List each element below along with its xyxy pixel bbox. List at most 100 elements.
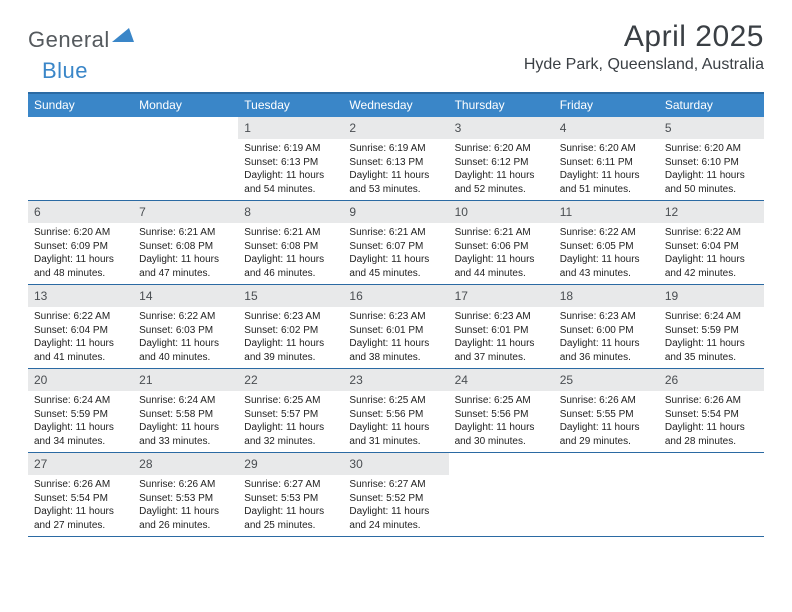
sunset-line: Sunset: 6:04 PM (665, 240, 758, 254)
sunrise-line: Sunrise: 6:25 AM (349, 394, 442, 408)
brand-logo: General (28, 26, 134, 53)
week-row: 27Sunrise: 6:26 AMSunset: 5:54 PMDayligh… (28, 452, 764, 536)
day-body: Sunrise: 6:23 AMSunset: 6:01 PMDaylight:… (343, 307, 448, 368)
day-number: 27 (34, 457, 47, 471)
daynum-bar: 12 (659, 201, 764, 223)
sunrise-line: Sunrise: 6:23 AM (560, 310, 653, 324)
daynum-bar: 16 (343, 285, 448, 307)
sunrise-line: Sunrise: 6:19 AM (244, 142, 337, 156)
day-number: 1 (244, 121, 251, 135)
week-row: 6Sunrise: 6:20 AMSunset: 6:09 PMDaylight… (28, 200, 764, 284)
daynum-bar: 29 (238, 453, 343, 475)
calendar-page: General April 2025 Hyde Park, Queensland… (0, 0, 792, 537)
day-cell: 30Sunrise: 6:27 AMSunset: 5:52 PMDayligh… (343, 453, 448, 536)
daynum-bar: 11 (554, 201, 659, 223)
sunset-line: Sunset: 6:11 PM (560, 156, 653, 170)
day-body: Sunrise: 6:22 AMSunset: 6:04 PMDaylight:… (659, 223, 764, 284)
day-number: 28 (139, 457, 152, 471)
daylight-line: Daylight: 11 hours and 44 minutes. (455, 253, 548, 280)
day-number: 2 (349, 121, 356, 135)
day-number: 9 (349, 205, 356, 219)
day-body: Sunrise: 6:21 AMSunset: 6:07 PMDaylight:… (343, 223, 448, 284)
day-body: Sunrise: 6:19 AMSunset: 6:13 PMDaylight:… (238, 139, 343, 200)
day-cell: 4Sunrise: 6:20 AMSunset: 6:11 PMDaylight… (554, 117, 659, 200)
day-body: Sunrise: 6:23 AMSunset: 6:01 PMDaylight:… (449, 307, 554, 368)
daylight-line: Daylight: 11 hours and 50 minutes. (665, 169, 758, 196)
sunset-line: Sunset: 5:59 PM (34, 408, 127, 422)
day-cell (659, 453, 764, 536)
daylight-line: Daylight: 11 hours and 29 minutes. (560, 421, 653, 448)
day-number: 3 (455, 121, 462, 135)
day-cell (554, 453, 659, 536)
day-body: Sunrise: 6:26 AMSunset: 5:54 PMDaylight:… (659, 391, 764, 452)
title-block: April 2025 Hyde Park, Queensland, Austra… (524, 20, 764, 74)
day-number: 17 (455, 289, 468, 303)
dow-label: Wednesday (343, 94, 448, 117)
day-body: Sunrise: 6:24 AMSunset: 5:59 PMDaylight:… (28, 391, 133, 452)
day-body: Sunrise: 6:21 AMSunset: 6:08 PMDaylight:… (133, 223, 238, 284)
sunset-line: Sunset: 6:13 PM (349, 156, 442, 170)
dow-label: Monday (133, 94, 238, 117)
daylight-line: Daylight: 11 hours and 38 minutes. (349, 337, 442, 364)
sunrise-line: Sunrise: 6:20 AM (560, 142, 653, 156)
day-body: Sunrise: 6:26 AMSunset: 5:55 PMDaylight:… (554, 391, 659, 452)
day-number: 14 (139, 289, 152, 303)
daylight-line: Daylight: 11 hours and 31 minutes. (349, 421, 442, 448)
sunset-line: Sunset: 5:52 PM (349, 492, 442, 506)
sunrise-line: Sunrise: 6:27 AM (349, 478, 442, 492)
day-number: 11 (560, 205, 572, 219)
location: Hyde Park, Queensland, Australia (524, 56, 764, 74)
sunset-line: Sunset: 6:10 PM (665, 156, 758, 170)
day-cell: 23Sunrise: 6:25 AMSunset: 5:56 PMDayligh… (343, 369, 448, 452)
daylight-line: Daylight: 11 hours and 41 minutes. (34, 337, 127, 364)
sunset-line: Sunset: 6:08 PM (139, 240, 232, 254)
day-cell: 3 Sunrise: 6:20 AMSunset: 6:12 PMDaylight… (449, 117, 554, 200)
daylight-line: Daylight: 11 hours and 47 minutes. (139, 253, 232, 280)
day-cell: 21Sunrise: 6:24 AMSunset: 5:58 PMDayligh… (133, 369, 238, 452)
day-cell: 2 Sunrise: 6:19 AMSunset: 6:13 PMDaylight… (343, 117, 448, 200)
sunset-line: Sunset: 5:57 PM (244, 408, 337, 422)
day-body: Sunrise: 6:22 AMSunset: 6:03 PMDaylight:… (133, 307, 238, 368)
daylight-line: Daylight: 11 hours and 53 minutes. (349, 169, 442, 196)
day-body: Sunrise: 6:21 AMSunset: 6:08 PMDaylight:… (238, 223, 343, 284)
dow-row: SundayMondayTuesdayWednesdayThursdayFrid… (28, 94, 764, 117)
day-body: Sunrise: 6:27 AMSunset: 5:53 PMDaylight:… (238, 475, 343, 536)
sunset-line: Sunset: 6:04 PM (34, 324, 127, 338)
day-cell: 13 Sunrise: 6:22 AMSunset: 6:04 PMDayligh… (28, 285, 133, 368)
day-cell: 16 Sunrise: 6:23 AMSunset: 6:01 PMDayligh… (343, 285, 448, 368)
day-cell: 24Sunrise: 6:25 AMSunset: 5:56 PMDayligh… (449, 369, 554, 452)
daylight-line: Daylight: 11 hours and 45 minutes. (349, 253, 442, 280)
daynum-bar: 25 (554, 369, 659, 391)
day-cell: 22 Sunrise: 6:25 AMSunset: 5:57 PMDayligh… (238, 369, 343, 452)
dow-label: Sunday (28, 94, 133, 117)
sunrise-line: Sunrise: 6:22 AM (34, 310, 127, 324)
daynum-bar: 6 (28, 201, 133, 223)
daylight-line: Daylight: 11 hours and 36 minutes. (560, 337, 653, 364)
day-cell: 8Sunrise: 6:21 AMSunset: 6:08 PMDaylight… (238, 201, 343, 284)
daylight-line: Daylight: 11 hours and 48 minutes. (34, 253, 127, 280)
day-body: Sunrise: 6:25 AMSunset: 5:56 PMDaylight:… (343, 391, 448, 452)
daynum-bar: 28 (133, 453, 238, 475)
sunrise-line: Sunrise: 6:25 AM (244, 394, 337, 408)
daynum-bar: 22 (238, 369, 343, 391)
sunrise-line: Sunrise: 6:19 AM (349, 142, 442, 156)
day-number: 18 (560, 289, 573, 303)
dow-label: Saturday (659, 94, 764, 117)
day-body: Sunrise: 6:20 AMSunset: 6:12 PMDaylight:… (449, 139, 554, 200)
sunrise-line: Sunrise: 6:23 AM (349, 310, 442, 324)
daylight-line: Daylight: 11 hours and 27 minutes. (34, 505, 127, 532)
daylight-line: Daylight: 11 hours and 26 minutes. (139, 505, 232, 532)
sunrise-line: Sunrise: 6:27 AM (244, 478, 337, 492)
day-number: 20 (34, 373, 47, 387)
day-number: 25 (560, 373, 573, 387)
day-number: 13 (34, 289, 47, 303)
daynum-bar: 27 (28, 453, 133, 475)
daylight-line: Daylight: 11 hours and 32 minutes. (244, 421, 337, 448)
day-number: 16 (349, 289, 362, 303)
daynum-bar: 13 (28, 285, 133, 307)
daylight-line: Daylight: 11 hours and 33 minutes. (139, 421, 232, 448)
day-cell: 29Sunrise: 6:27 AMSunset: 5:53 PMDayligh… (238, 453, 343, 536)
day-cell: 14 Sunrise: 6:22 AMSunset: 6:03 PMDayligh… (133, 285, 238, 368)
day-body: Sunrise: 6:20 AMSunset: 6:09 PMDaylight:… (28, 223, 133, 284)
daylight-line: Daylight: 11 hours and 43 minutes. (560, 253, 653, 280)
